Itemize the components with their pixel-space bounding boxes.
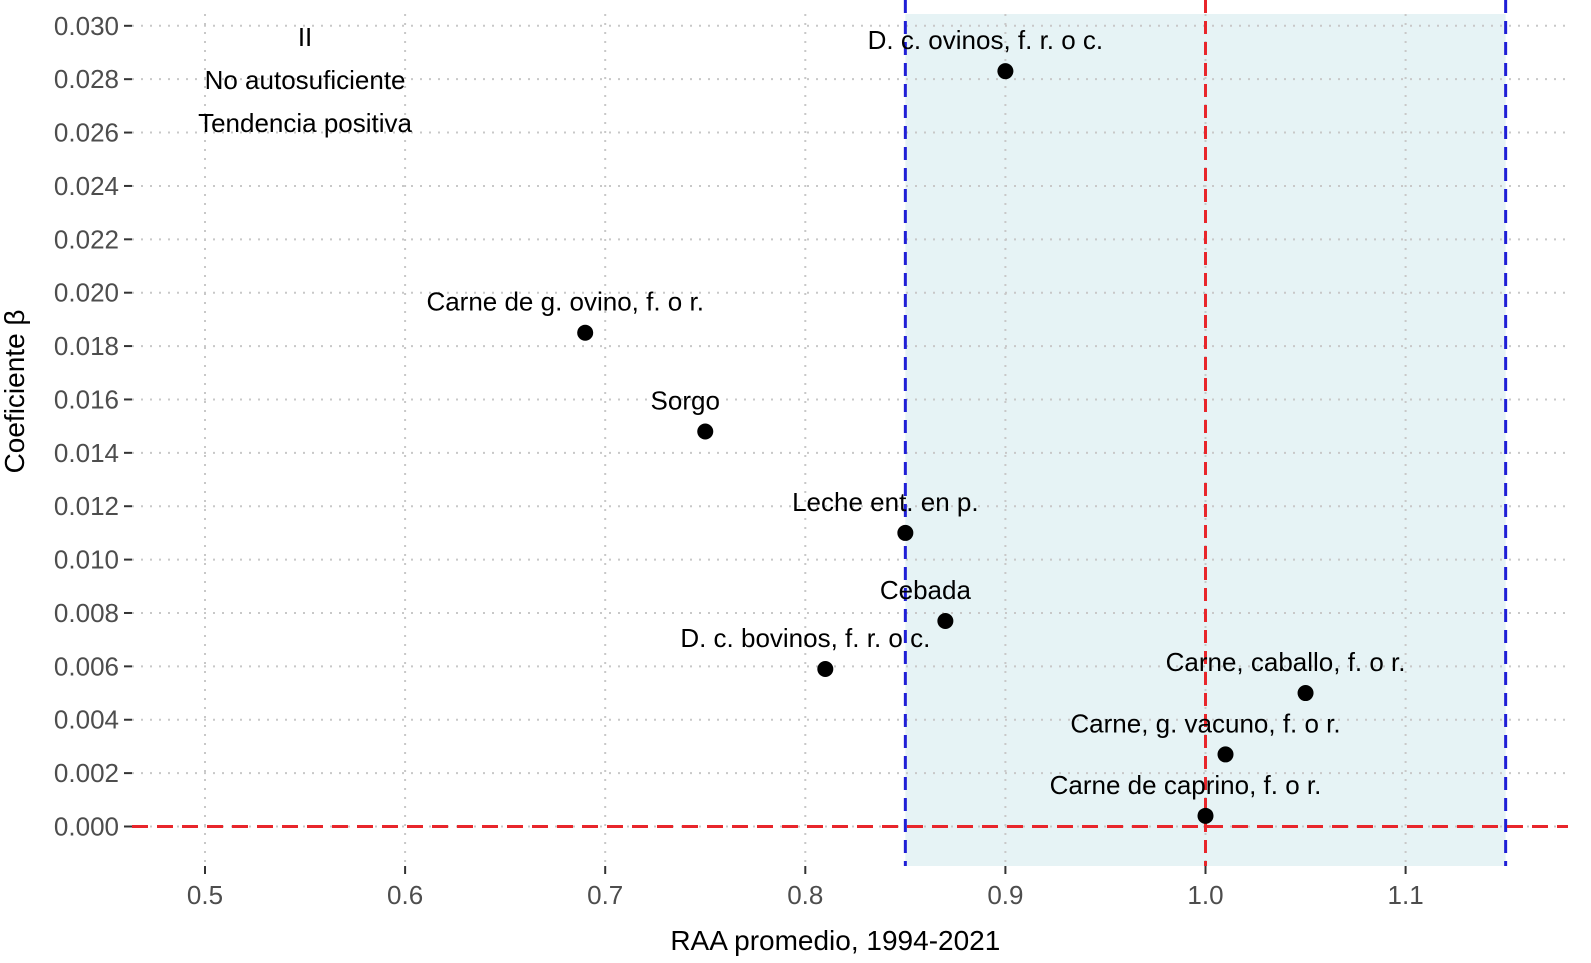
y-tick-label: 0.026	[54, 118, 119, 148]
tick-layer: 0.5 0.6 0.7 0.8 0.9 1.0 1.1 0.000 0.002 0.004 0.00…	[54, 11, 1424, 910]
point-layer	[577, 63, 1314, 824]
x-tick-label: 0.6	[387, 880, 423, 910]
y-tick-label: 0.010	[54, 545, 119, 575]
data-label: D. c. ovinos, f. r. o c.	[868, 25, 1104, 55]
data-point	[1217, 746, 1234, 763]
y-axis-title: Coeficiente β	[0, 309, 30, 473]
data-label: Carne, caballo, f. o r.	[1166, 647, 1406, 677]
x-tick-label: 0.8	[787, 880, 823, 910]
x-axis-title: RAA promedio, 1994-2021	[670, 925, 1000, 956]
data-label: Leche ent. en p.	[792, 487, 978, 517]
data-point	[577, 324, 594, 341]
data-point	[697, 423, 714, 440]
y-tick-label: 0.004	[54, 705, 119, 735]
data-label: Cebada	[880, 575, 972, 605]
y-tick-label: 0.014	[54, 438, 119, 468]
y-tick-label: 0.024	[54, 171, 119, 201]
quadrant-annotation-line: Tendencia positiva	[198, 108, 412, 138]
y-tick-label: 0.020	[54, 278, 119, 308]
data-point	[1197, 807, 1214, 824]
y-tick-label: 0.018	[54, 331, 119, 361]
data-point	[997, 63, 1014, 80]
x-tick-label: 0.9	[987, 880, 1023, 910]
data-point	[1297, 685, 1314, 702]
x-tick-label: 0.5	[187, 880, 223, 910]
quadrant-annotation-line: No autosuficiente	[205, 65, 406, 95]
y-tick-label: 0.008	[54, 598, 119, 628]
reference-line-layer	[132, 0, 1568, 866]
data-label: D. c. bovinos, f. r. o c.	[680, 623, 930, 653]
data-label: Carne de caprino, f. o r.	[1050, 770, 1322, 800]
quadrant-roman-numeral: II	[298, 22, 312, 52]
y-tick-label: 0.022	[54, 224, 119, 254]
y-tick-label: 0.006	[54, 651, 119, 681]
data-label: Carne de g. ovino, f. o r.	[426, 287, 704, 317]
data-point	[937, 612, 954, 629]
x-tick-label: 0.7	[587, 880, 623, 910]
y-tick-label: 0.028	[54, 64, 119, 94]
y-tick-label: 0.002	[54, 758, 119, 788]
quadrant-annotation: II No autosuficiente Tendencia positiva	[198, 22, 412, 138]
data-point	[817, 661, 834, 678]
data-label: Carne, g. vacuno, f. o r.	[1070, 708, 1340, 738]
y-tick-label: 0.016	[54, 384, 119, 414]
x-tick-label: 1.0	[1187, 880, 1223, 910]
point-label-layer: D. c. ovinos, f. r. o c. Carne de g. ovin…	[426, 25, 1405, 800]
y-tick-label: 0.000	[54, 812, 119, 842]
data-point	[897, 524, 914, 541]
data-label: Sorgo	[651, 385, 720, 415]
x-tick-label: 1.1	[1388, 880, 1424, 910]
y-tick-label: 0.030	[54, 11, 119, 41]
y-tick-label: 0.012	[54, 491, 119, 521]
